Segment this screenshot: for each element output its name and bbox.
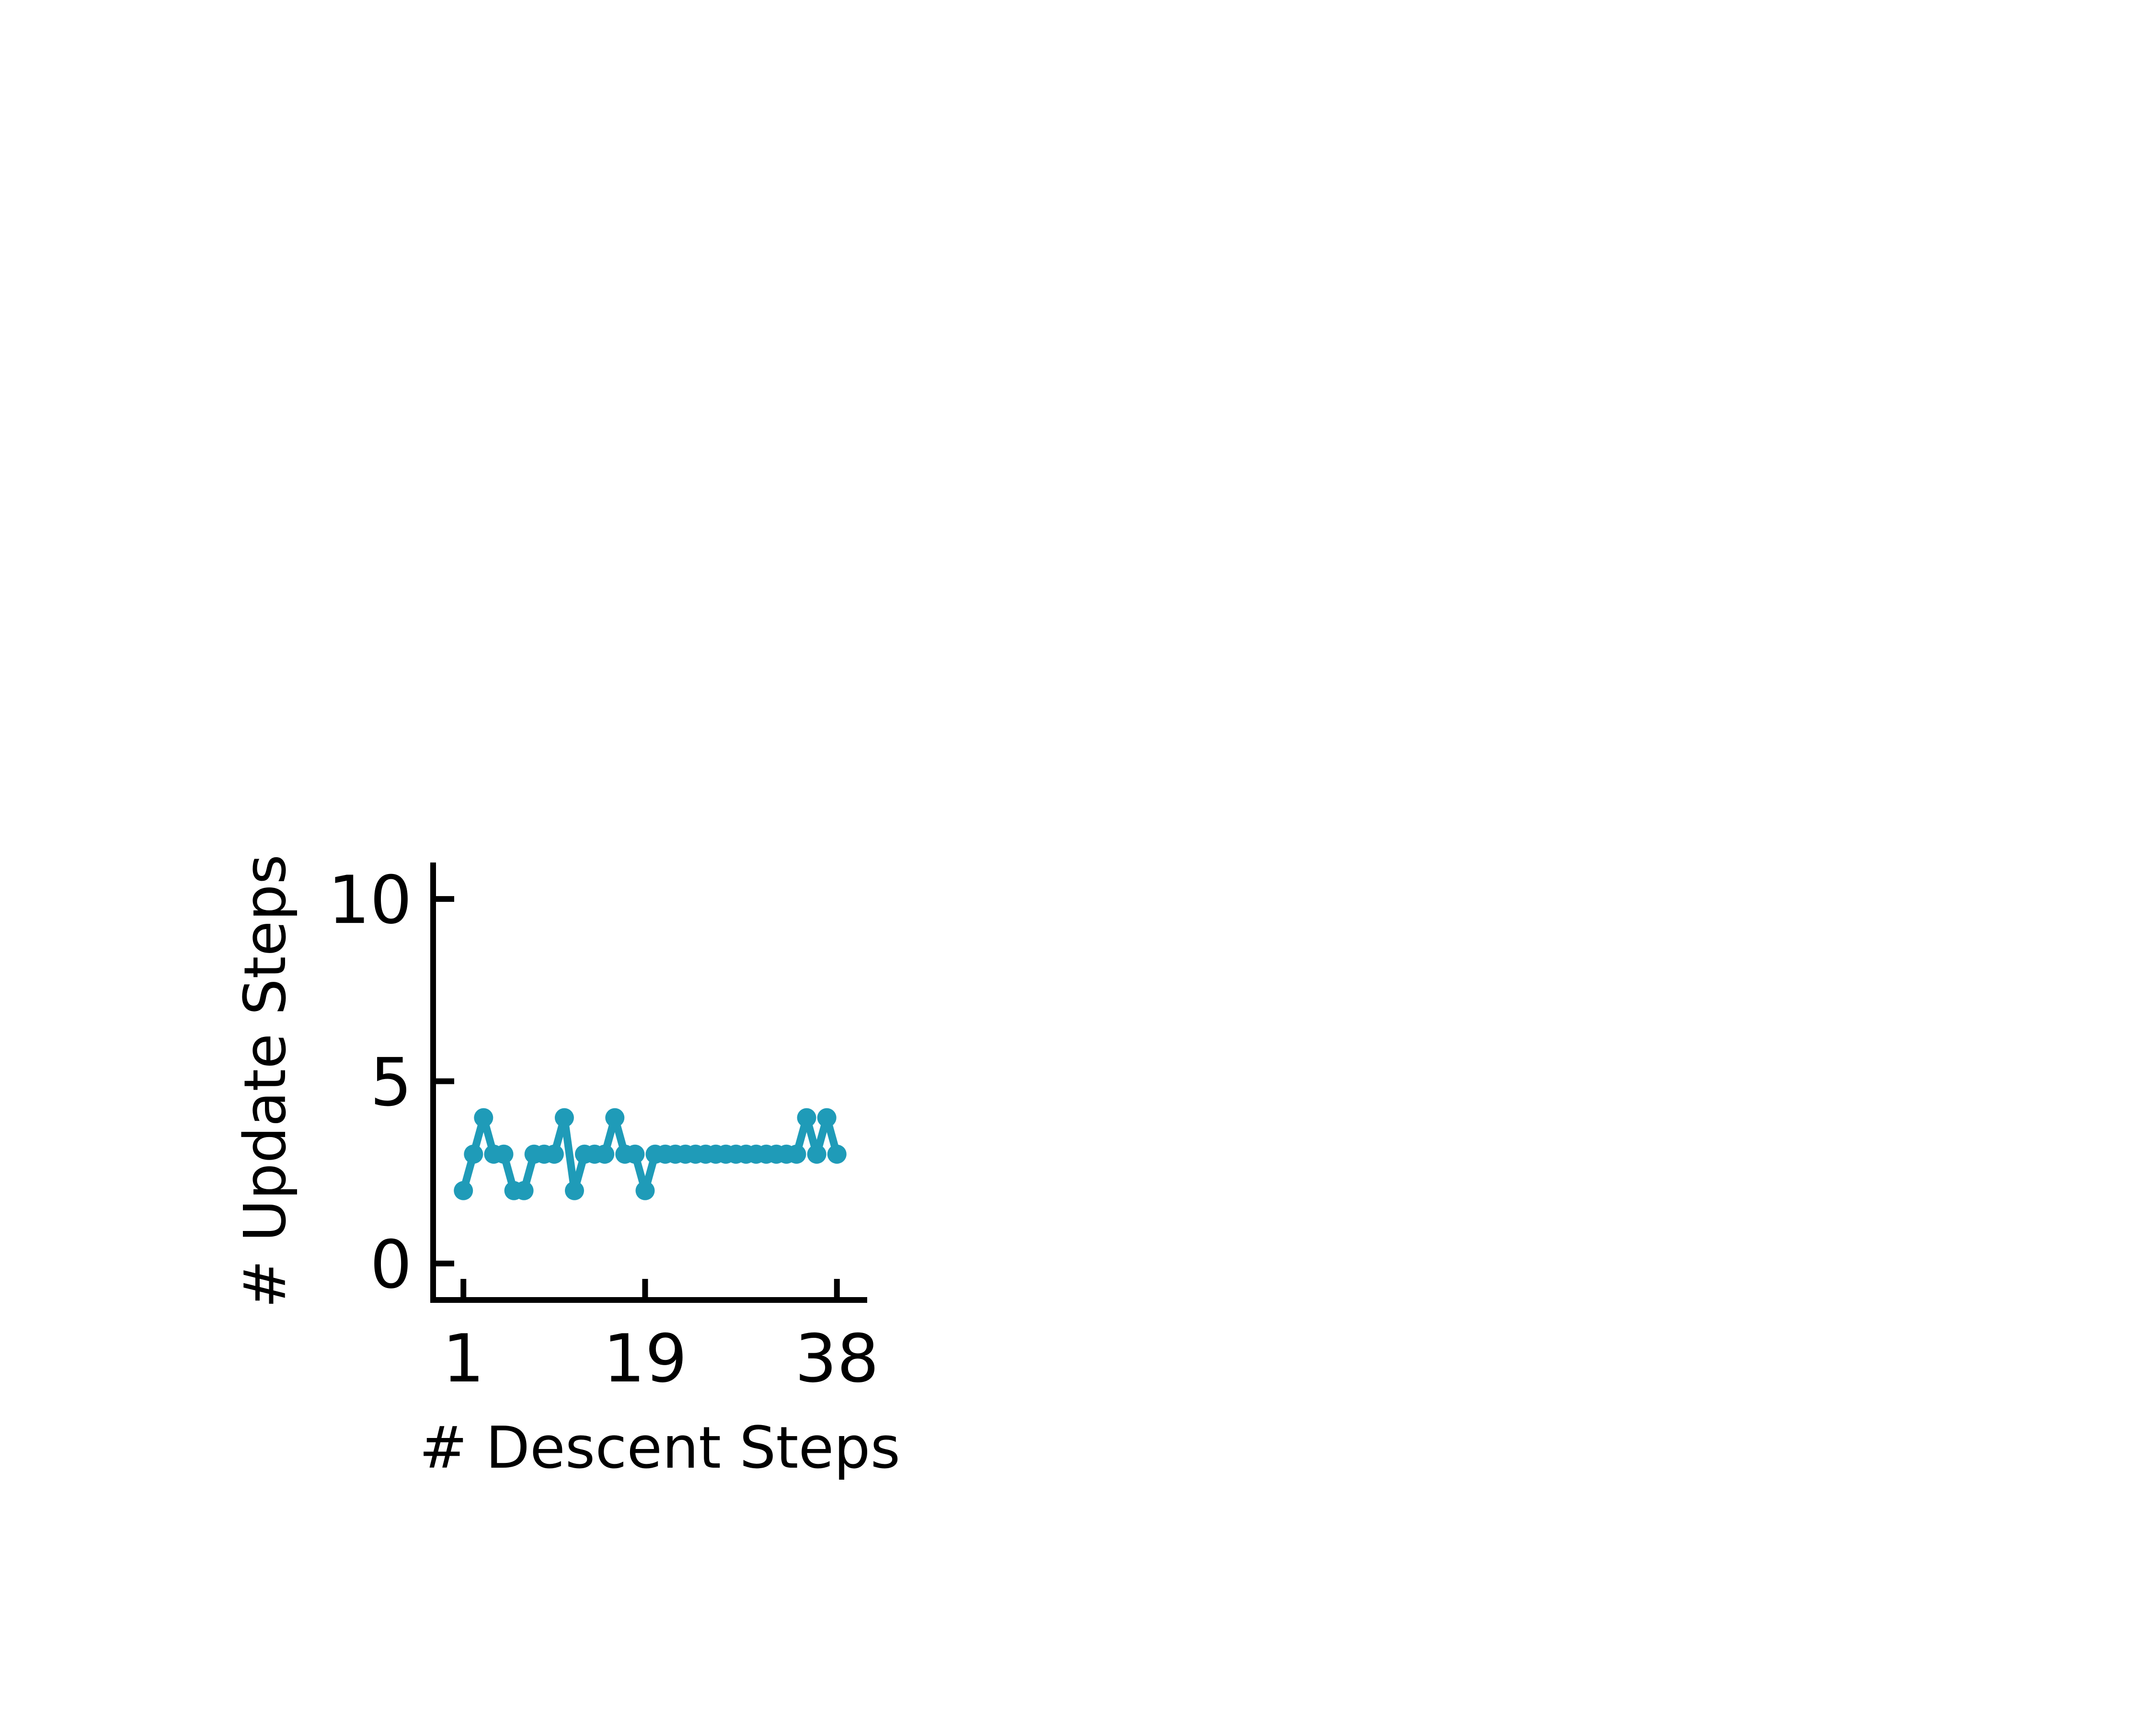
data-point xyxy=(454,1181,473,1200)
data-point xyxy=(514,1181,534,1200)
data-point xyxy=(565,1181,584,1200)
x-tick-label: 19 xyxy=(603,1320,688,1397)
x-tick-label: 1 xyxy=(442,1320,484,1397)
data-point xyxy=(787,1144,806,1164)
data-point xyxy=(635,1181,655,1200)
data-point xyxy=(474,1108,493,1127)
data-point xyxy=(464,1144,483,1164)
y-tick-label: 0 xyxy=(370,1226,412,1303)
data-point xyxy=(554,1108,574,1127)
data-point xyxy=(605,1108,625,1127)
y-axis-label: # Update Steps xyxy=(232,854,299,1308)
axes xyxy=(430,862,867,1303)
ticks: 1 19 38 0 5 10 xyxy=(328,862,879,1397)
data-point xyxy=(807,1144,826,1164)
data-point xyxy=(494,1144,514,1164)
x-axis-label: # Descent Steps xyxy=(419,1415,900,1482)
x-tick-label: 38 xyxy=(795,1320,879,1397)
data-point xyxy=(595,1144,615,1164)
data-point xyxy=(827,1144,847,1164)
data-point xyxy=(797,1108,816,1127)
y-tick-label: 10 xyxy=(328,862,412,939)
data-point xyxy=(625,1144,645,1164)
y-tick-label: 5 xyxy=(370,1044,412,1121)
data-point xyxy=(817,1108,837,1127)
data-point xyxy=(544,1144,564,1164)
series-layer xyxy=(454,1108,847,1200)
